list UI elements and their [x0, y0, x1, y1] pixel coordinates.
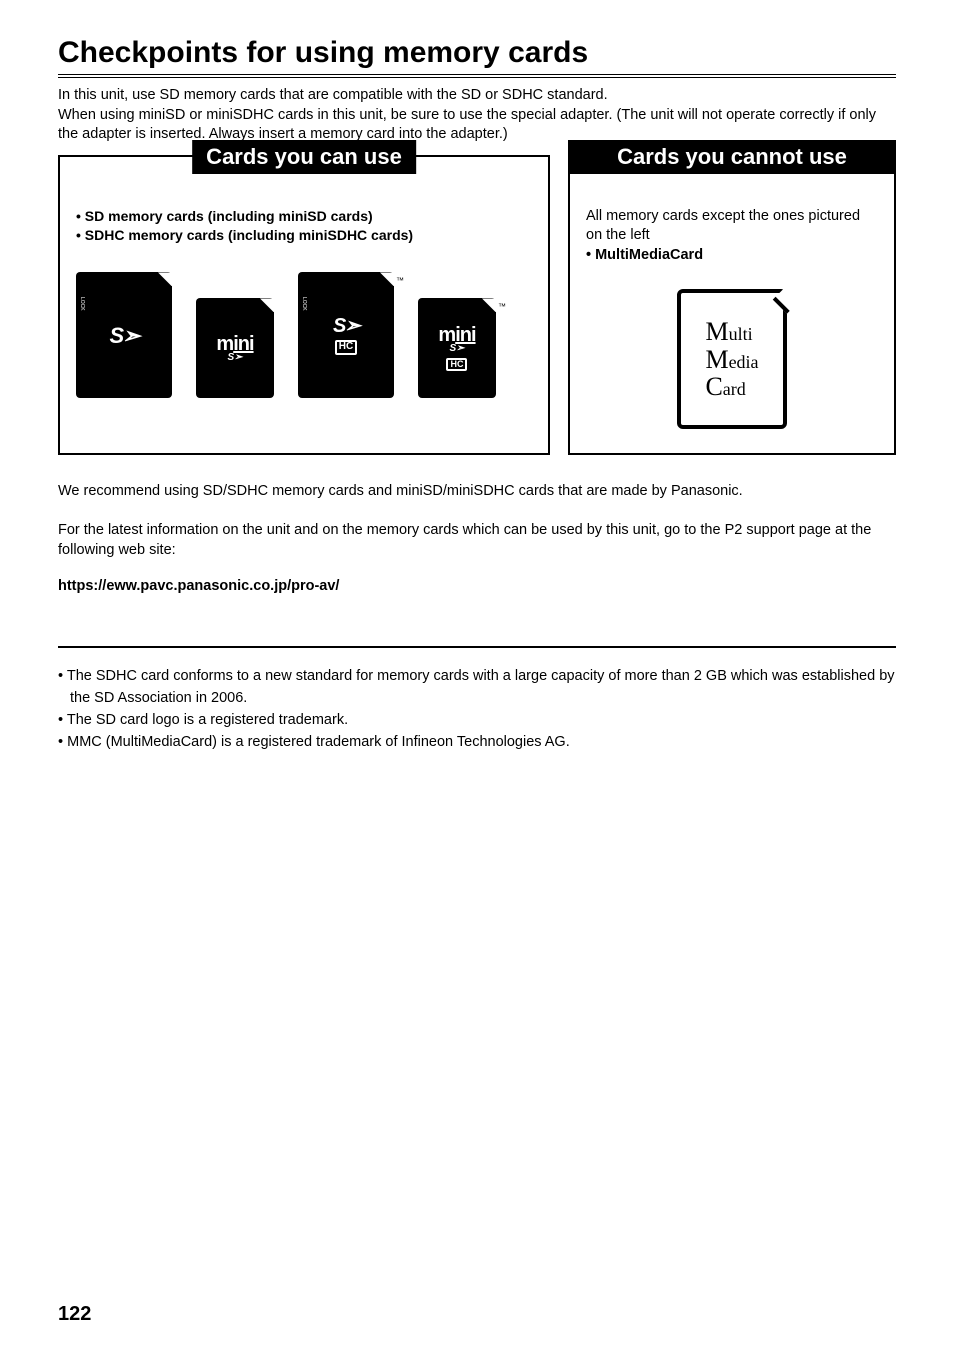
- sd-logo-text: S➣: [109, 323, 138, 348]
- can-use-bullets: • SD memory cards (including miniSD card…: [76, 207, 532, 245]
- sdhc-card-icon: LOCK S➣ HC: [298, 272, 394, 398]
- lock-label: LOCK: [79, 288, 85, 318]
- recommendation-text: We recommend using SD/SDHC memory cards …: [58, 481, 896, 501]
- mmc-l1: ulti: [729, 324, 753, 344]
- tm-mark: ™: [396, 276, 404, 285]
- cards-cannot-use-box: Cards you cannot use All memory cards ex…: [568, 155, 896, 456]
- mmc-l2: edia: [729, 352, 759, 372]
- cannot-use-line1: All memory cards except the ones picture…: [586, 208, 860, 244]
- tm-mark-2: ™: [498, 302, 506, 311]
- footnote-1: The SDHC card conforms to a new standard…: [58, 666, 896, 710]
- intro-text: In this unit, use SD memory cards that a…: [58, 86, 896, 145]
- footnotes-list: The SDHC card conforms to a new standard…: [58, 666, 896, 753]
- support-page-text: For the latest information on the unit a…: [58, 520, 896, 561]
- cannot-use-bullet: • MultiMediaCard: [586, 247, 703, 263]
- minisdhc-card-icon: mini S➣ HC: [418, 298, 496, 398]
- minisdhc-hc-text: HC: [446, 358, 467, 371]
- sdhc-logo-text: S➣: [333, 315, 359, 337]
- cards-can-use-box: Cards you can use • SD memory cards (inc…: [58, 155, 550, 456]
- cards-cannot-use-title: Cards you cannot use: [568, 140, 896, 174]
- cards-can-use-title: Cards you can use: [192, 140, 416, 174]
- can-use-bullet-1: • SD memory cards (including miniSD card…: [76, 207, 532, 226]
- mmc-m1: M: [705, 317, 728, 346]
- mmc-m2: M: [705, 345, 728, 374]
- page-number: 122: [58, 1303, 91, 1326]
- footnote-3: MMC (MultiMediaCard) is a registered tra…: [58, 732, 896, 754]
- multimediacard-icon: Multi Media Card: [677, 289, 787, 429]
- support-url: https://eww.pavc.panasonic.co.jp/pro-av/: [58, 578, 896, 594]
- mmc-l3: ard: [723, 379, 746, 399]
- cards-comparison-row: Cards you can use • SD memory cards (inc…: [58, 155, 896, 456]
- page-heading: Checkpoints for using memory cards: [58, 36, 896, 78]
- cannot-use-text: All memory cards except the ones picture…: [586, 207, 878, 266]
- sdhc-hc-text: HC: [335, 340, 357, 355]
- mmc-c3: C: [705, 372, 722, 401]
- divider: [58, 646, 896, 648]
- lock-label-2: LOCK: [301, 288, 307, 318]
- minisd-card-icon: mini S➣: [196, 298, 274, 398]
- usable-card-icons: LOCK S➣ mini S➣ LOCK S➣ HC: [76, 272, 532, 398]
- can-use-bullet-2: • SDHC memory cards (including miniSDHC …: [76, 226, 532, 245]
- footnote-2: The SD card logo is a registered tradema…: [58, 710, 896, 732]
- mmc-text: Multi Media Card: [705, 318, 758, 400]
- sd-card-icon: LOCK S➣: [76, 272, 172, 398]
